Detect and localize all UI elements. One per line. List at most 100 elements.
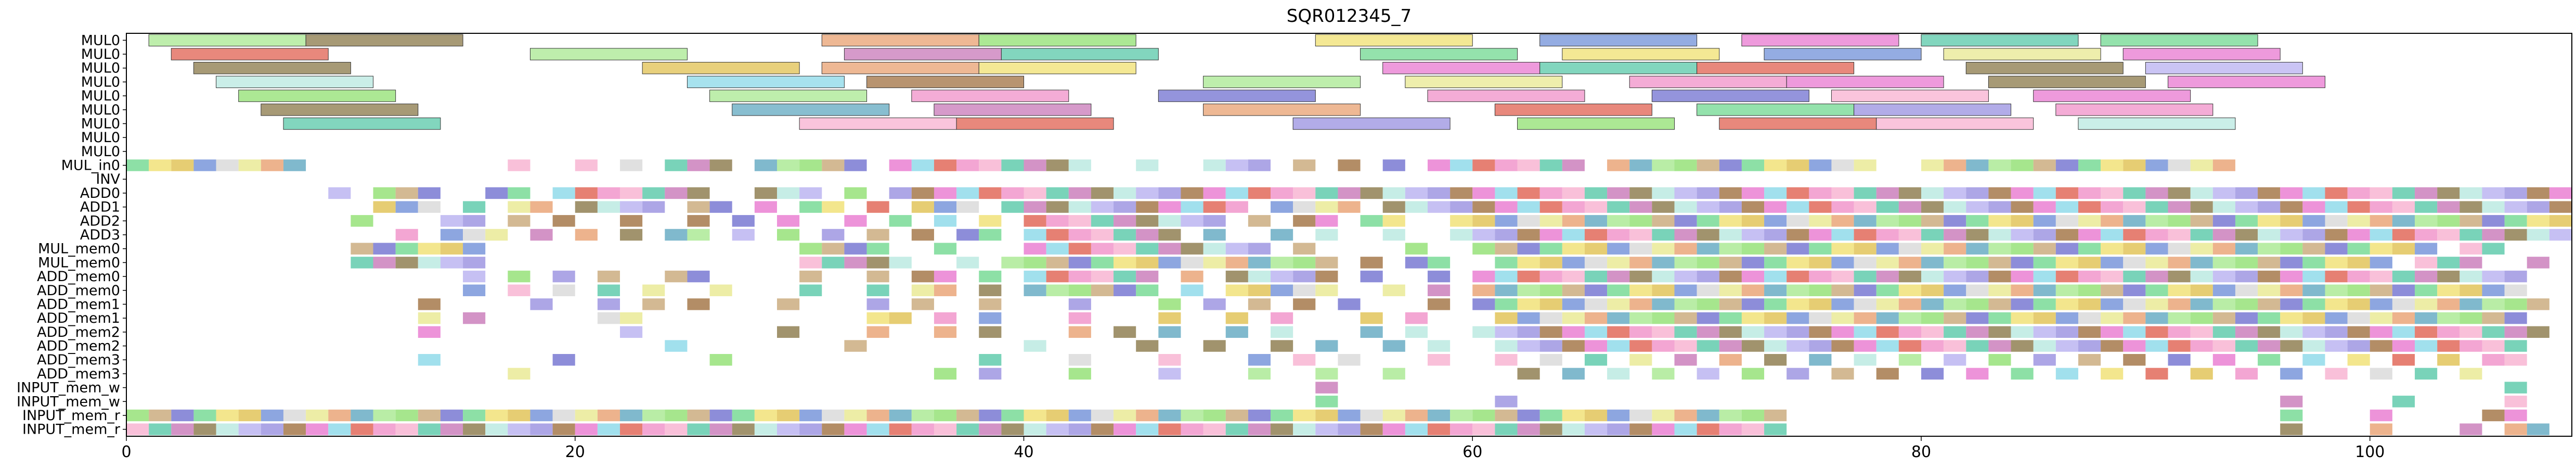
unit-bar [1944,159,1966,171]
x-tick-label: 20 [565,443,585,461]
unit-bar [1562,257,1585,269]
unit-bar [665,409,688,422]
unit-bar [956,201,979,213]
unit-bar [2123,340,2146,352]
unit-bar [1741,257,1765,269]
unit-bar [2482,270,2505,283]
unit-bar [1091,257,1114,269]
unit-bar [665,187,688,199]
unit-bar [732,409,755,422]
unit-bar [2280,423,2303,435]
unit-bar [1495,201,1518,213]
span-bar [732,104,890,116]
unit-bar [440,423,463,435]
unit-bar [2347,353,2370,366]
unit-bar [1203,409,1226,422]
unit-bar [1539,353,1562,366]
unit-bar [1607,270,1630,283]
unit-bar [149,423,172,435]
unit-bar [799,187,822,199]
unit-bar [1271,201,1293,213]
unit-bar [2235,368,2258,380]
unit-bar [1450,229,1473,241]
unit-bar [889,409,912,422]
unit-bar [2011,312,2034,324]
unit-bar [2527,326,2549,338]
unit-bar [1024,215,1046,227]
unit-bar [418,353,441,366]
unit-bar [1787,215,1809,227]
unit-bar [1091,423,1114,435]
unit-bar [1427,353,1451,366]
unit-bar [1001,423,1024,435]
unit-bar [2347,298,2370,310]
unit-bar [2460,284,2482,296]
unit-bar [1158,257,1181,269]
unit-bar [1024,270,1046,283]
unit-bar [2033,187,2056,199]
unit-bar [1741,409,1765,422]
unit-bar [2504,215,2527,227]
unit-bar [2504,409,2527,422]
unit-bar [2235,201,2258,213]
span-bar [1697,104,1855,116]
unit-bar [1944,312,1966,324]
unit-bar [1495,326,1518,338]
unit-bar [2370,243,2392,255]
unit-bar [844,159,867,171]
unit-bar [2392,215,2415,227]
unit-bar [1539,340,1562,352]
unit-bar [1831,159,1854,171]
unit-bar [508,409,530,422]
unit-bar [844,187,867,199]
unit-bar [1809,312,1832,324]
unit-bar [1652,340,1675,352]
unit-bar [1427,270,1451,283]
unit-bar [2302,229,2325,241]
unit-bar [1405,257,1428,269]
unit-bar [866,326,889,338]
unit-bar [440,409,463,422]
unit-bar [2370,270,2392,283]
unit-bar [1697,215,1719,227]
unit-bar [1427,187,1451,199]
span-bar [1876,117,2034,130]
unit-bar [776,229,800,241]
unit-bar [2504,229,2527,241]
unit-bar [1495,270,1518,283]
unit-bar [866,298,889,310]
unit-bar [1831,326,1854,338]
unit-bar [1562,326,1585,338]
unit-bar [2347,326,2370,338]
unit-bar [1921,326,1944,338]
unit-bar [709,159,732,171]
unit-bar [171,409,194,422]
unit-bar [1697,409,1719,422]
span-bar [1741,34,1899,47]
unit-bar [1831,284,1854,296]
unit-bar [1539,423,1562,435]
unit-bar [1876,284,1899,296]
unit-bar [1944,229,1966,241]
unit-bar [1158,312,1181,324]
unit-bar [2011,270,2034,283]
unit-bar [2392,312,2415,324]
unit-bar [1248,270,1271,283]
unit-bar [620,229,643,241]
unit-bar [1584,187,1608,199]
unit-bar [1988,243,2011,255]
unit-bar [754,409,777,422]
unit-bar [956,187,979,199]
unit-bar [1787,243,1809,255]
unit-bar [1898,215,1922,227]
unit-bar [1988,353,2011,366]
unit-bar [1944,270,1966,283]
unit-bar [1764,298,1787,310]
unit-bar [1854,201,1876,213]
unit-bar [2101,257,2124,269]
unit-bar [2347,284,2370,296]
unit-bar [1068,326,1091,338]
unit-bar [1809,257,1832,269]
unit-bar [1181,284,1203,296]
unit-bar [2482,215,2505,227]
